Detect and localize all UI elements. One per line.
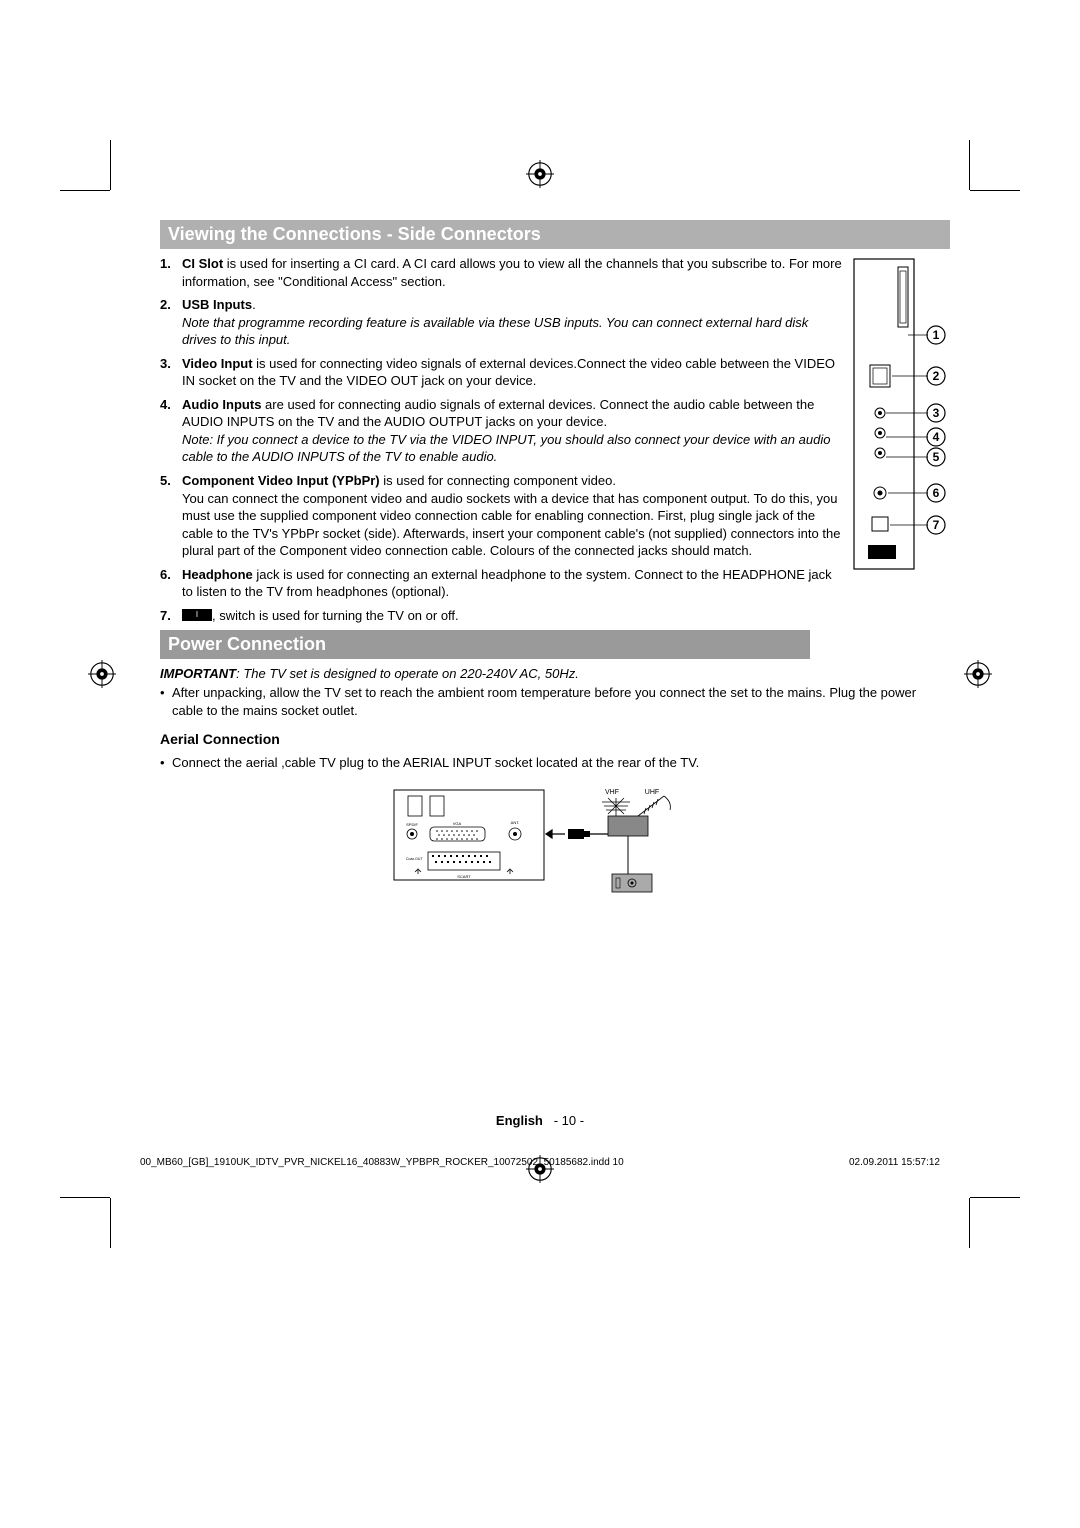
svg-text:5: 5 — [933, 450, 940, 464]
print-metadata: 00_MB60_[GB]_1910UK_IDTV_PVR_NICKEL16_40… — [140, 1157, 940, 1168]
svg-text:SPDIF: SPDIF — [406, 822, 418, 827]
bullet-text: After unpacking, allow the TV set to rea… — [160, 684, 950, 720]
section-header-connections: Viewing the Connections - Side Connector… — [160, 220, 950, 249]
crop-mark — [969, 1198, 970, 1248]
page-footer: English - 10 - — [0, 1113, 1080, 1128]
bullet-text: Connect the aerial ,cable TV plug to the… — [160, 754, 950, 772]
svg-text:7: 7 — [933, 518, 940, 532]
important-label: IMPORTANT — [160, 666, 236, 681]
power-body: IMPORTANT: The TV set is designed to ope… — [160, 665, 950, 913]
crop-mark — [969, 140, 970, 190]
aerial-heading: Aerial Connection — [160, 730, 950, 750]
svg-text:VHF: VHF — [605, 789, 619, 796]
svg-text:UHF: UHF — [645, 789, 659, 796]
connections-content: 1. CI Slot is used for inserting a CI ca… — [160, 255, 950, 630]
list-item: 7. I, switch is used for turning the TV … — [182, 607, 842, 625]
svg-text:3: 3 — [933, 406, 940, 420]
crop-mark — [60, 1197, 110, 1198]
list-item: 3. Video Input is used for connecting vi… — [182, 355, 842, 390]
registration-mark-icon — [88, 660, 116, 688]
registration-mark-icon — [526, 160, 554, 188]
list-item: 2. USB Inputs. Note that programme recor… — [182, 296, 842, 349]
crop-mark — [60, 190, 110, 191]
connections-list: 1. CI Slot is used for inserting a CI ca… — [160, 255, 842, 630]
power-switch-icon: I — [182, 609, 212, 621]
svg-text:VGA: VGA — [453, 821, 462, 826]
svg-text:4: 4 — [933, 430, 940, 444]
svg-text:SCART: SCART — [457, 874, 471, 879]
svg-text:1: 1 — [933, 328, 940, 342]
svg-text:Coax.OUT: Coax.OUT — [406, 857, 423, 861]
list-item: 4. Audio Inputs are used for connecting … — [182, 396, 842, 466]
registration-mark-icon — [964, 660, 992, 688]
page-content: Viewing the Connections - Side Connector… — [160, 220, 950, 914]
svg-text:ANT.: ANT. — [511, 820, 520, 825]
crop-mark — [110, 1198, 111, 1248]
crop-mark — [110, 140, 111, 190]
section-header-power: Power Connection — [160, 630, 810, 659]
svg-text:6: 6 — [933, 486, 940, 500]
list-item: 1. CI Slot is used for inserting a CI ca… — [182, 255, 842, 290]
side-connectors-diagram: 1 2 3 4 5 6 7 — [850, 255, 950, 630]
crop-mark — [970, 1197, 1020, 1198]
svg-text:2: 2 — [933, 369, 940, 383]
important-text: The TV set is designed to operate on 220… — [243, 666, 579, 681]
list-item: 5. Component Video Input (YPbPr) is used… — [182, 472, 842, 560]
list-item: 6. Headphone jack is used for connecting… — [182, 566, 842, 601]
crop-mark — [970, 190, 1020, 191]
aerial-diagram: SPDIF VGA ANT. Coax.OUT SCART — [390, 784, 720, 914]
